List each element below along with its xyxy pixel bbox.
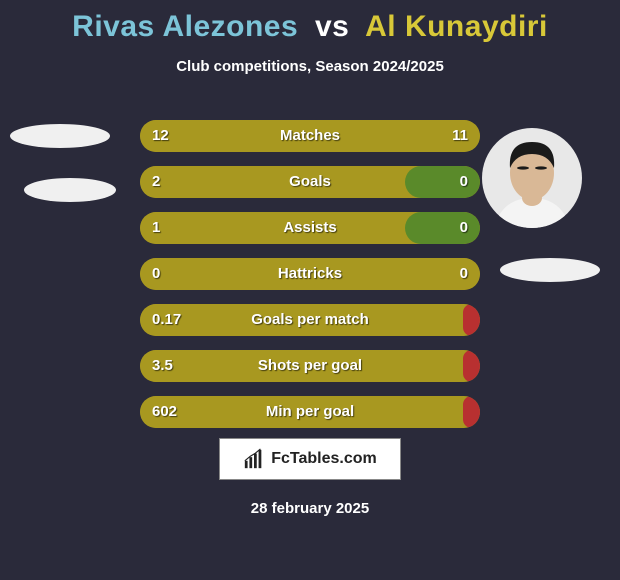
stat-row: Min per goal602: [140, 396, 480, 428]
stat-value-left: 3.5: [152, 350, 173, 382]
player2-name: Al Kunaydiri: [365, 10, 548, 43]
stat-label: Hattricks: [140, 258, 480, 290]
brand-badge: FcTables.com: [219, 438, 401, 480]
stat-value-right: 0: [460, 166, 468, 198]
stat-value-left: 1: [152, 212, 160, 244]
stat-value-right: 0: [460, 258, 468, 290]
stat-row: Goals2 0: [140, 166, 480, 198]
player2-club-placeholder: [500, 258, 600, 282]
stat-value-left: 12: [152, 120, 169, 152]
stat-value-left: 2: [152, 166, 160, 198]
stat-label: Min per goal: [140, 396, 480, 428]
date-label: 28 february 2025: [0, 500, 620, 517]
comparison-title: Rivas Alezones vs Al Kunaydiri: [0, 0, 620, 44]
stat-label: Assists: [140, 212, 480, 244]
stat-value-right: 0: [460, 212, 468, 244]
stat-row: Assists1 0: [140, 212, 480, 244]
stat-label: Goals per match: [140, 304, 480, 336]
stat-row: Hattricks0 0: [140, 258, 480, 290]
brand-text: FcTables.com: [271, 450, 377, 468]
stat-label: Matches: [140, 120, 480, 152]
stat-row: Goals per match0.17: [140, 304, 480, 336]
stat-label: Goals: [140, 166, 480, 198]
chart-icon: [243, 448, 265, 470]
vs-label: vs: [315, 10, 349, 43]
stat-value-left: 602: [152, 396, 177, 428]
stat-label: Shots per goal: [140, 350, 480, 382]
stat-value-left: 0: [152, 258, 160, 290]
player1-name: Rivas Alezones: [72, 10, 298, 43]
stat-row: Matches12 11: [140, 120, 480, 152]
player1-badge-placeholder: [10, 124, 110, 148]
player1-club-placeholder: [24, 178, 116, 202]
avatar-icon: [482, 128, 582, 228]
stats-container: Matches1211Goals20Assists10Hattricks00Go…: [140, 120, 480, 442]
player2-avatar: [482, 128, 582, 228]
subtitle: Club competitions, Season 2024/2025: [0, 58, 620, 75]
stat-value-right: 11: [452, 120, 468, 152]
stat-row: Shots per goal3.5: [140, 350, 480, 382]
stat-value-left: 0.17: [152, 304, 181, 336]
